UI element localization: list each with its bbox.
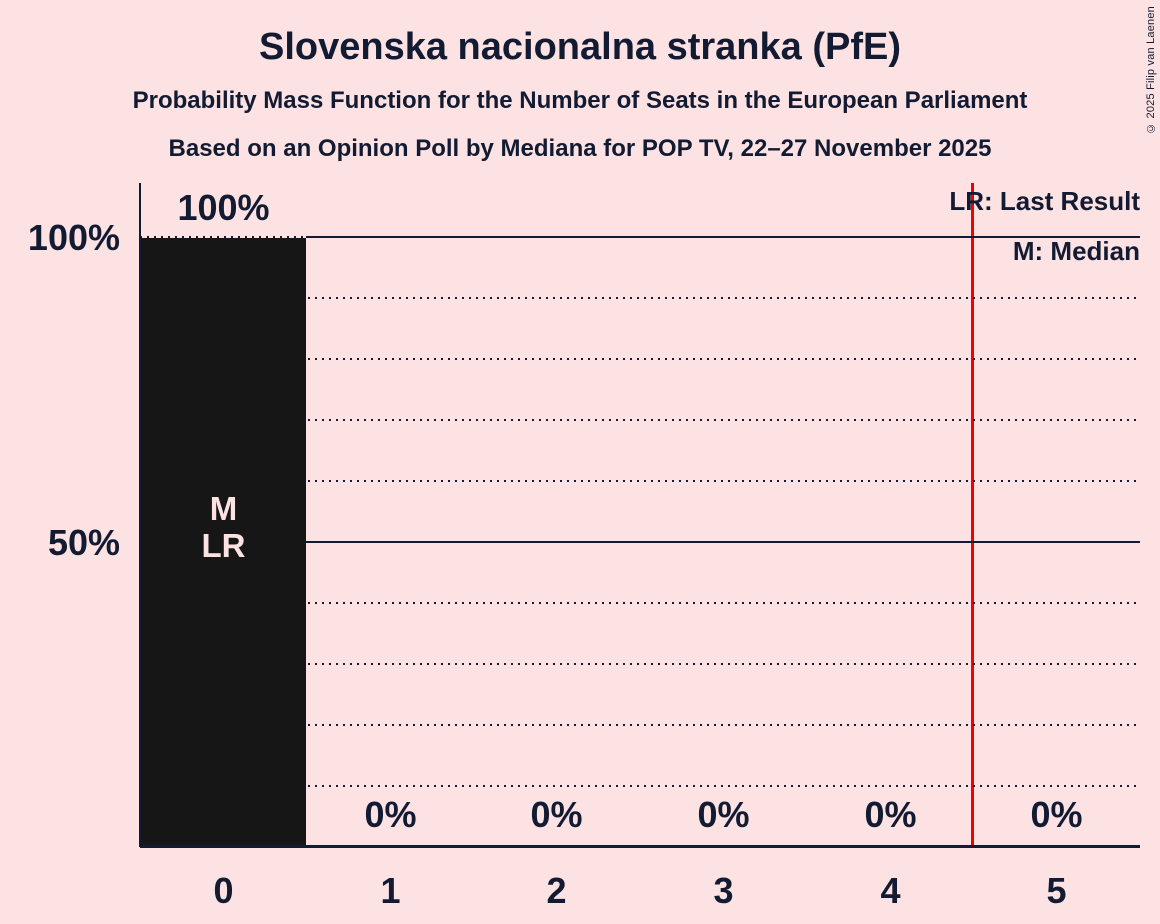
x-tick-label-0: 0	[213, 870, 234, 911]
y-axis-label-50: 50%	[47, 522, 120, 563]
gridline-70	[140, 419, 1140, 421]
bar-annotation-median-lastresult: M LR	[140, 490, 307, 564]
gridline-80	[140, 358, 1140, 360]
legend-last-result: LR: Last Result	[949, 186, 1140, 216]
y-axis-label-100: 100%	[27, 217, 120, 258]
x-tick-label-3: 3	[713, 870, 734, 911]
chart-poll-info: Based on an Opinion Poll by Mediana for …	[168, 135, 992, 162]
bar-value-label-0: 100%	[177, 187, 270, 228]
copyright-notice: © 2025 Filip van Laenen	[1145, 6, 1157, 134]
bar-value-label-3: 0%	[697, 794, 750, 835]
median-marker-label: M	[209, 490, 238, 527]
x-tick-label-1: 1	[380, 870, 401, 911]
x-axis-line	[140, 845, 1140, 848]
bar-value-label-2: 0%	[530, 794, 583, 835]
gridline-50	[140, 541, 1140, 543]
gridline-100-over-bar	[140, 236, 306, 238]
x-tick-label-5: 5	[1046, 870, 1067, 911]
page-title: Slovenska nacionalna stranka (PfE)	[258, 26, 901, 68]
x-tick-label-2: 2	[546, 870, 567, 911]
bar-value-label-1: 0%	[364, 794, 417, 835]
legend-median: M: Median	[1012, 236, 1140, 266]
gridline-30	[140, 663, 1140, 665]
gridline-90	[140, 297, 1140, 299]
gridline-40	[140, 602, 1140, 604]
last-result-marker-label: LR	[201, 527, 246, 564]
gridline-60	[140, 480, 1140, 482]
bar-value-label-5: 0%	[1030, 794, 1083, 835]
bar-value-label-4: 0%	[864, 794, 917, 835]
last-result-marker-line	[971, 183, 974, 845]
gridline-100	[306, 236, 1140, 238]
gridline-10	[140, 785, 1140, 787]
y-axis-line	[139, 183, 141, 847]
x-tick-label-4: 4	[880, 870, 901, 911]
bar-seats-0	[140, 238, 306, 847]
gridline-20	[140, 724, 1140, 726]
chart-subtitle: Probability Mass Function for the Number…	[132, 87, 1028, 114]
